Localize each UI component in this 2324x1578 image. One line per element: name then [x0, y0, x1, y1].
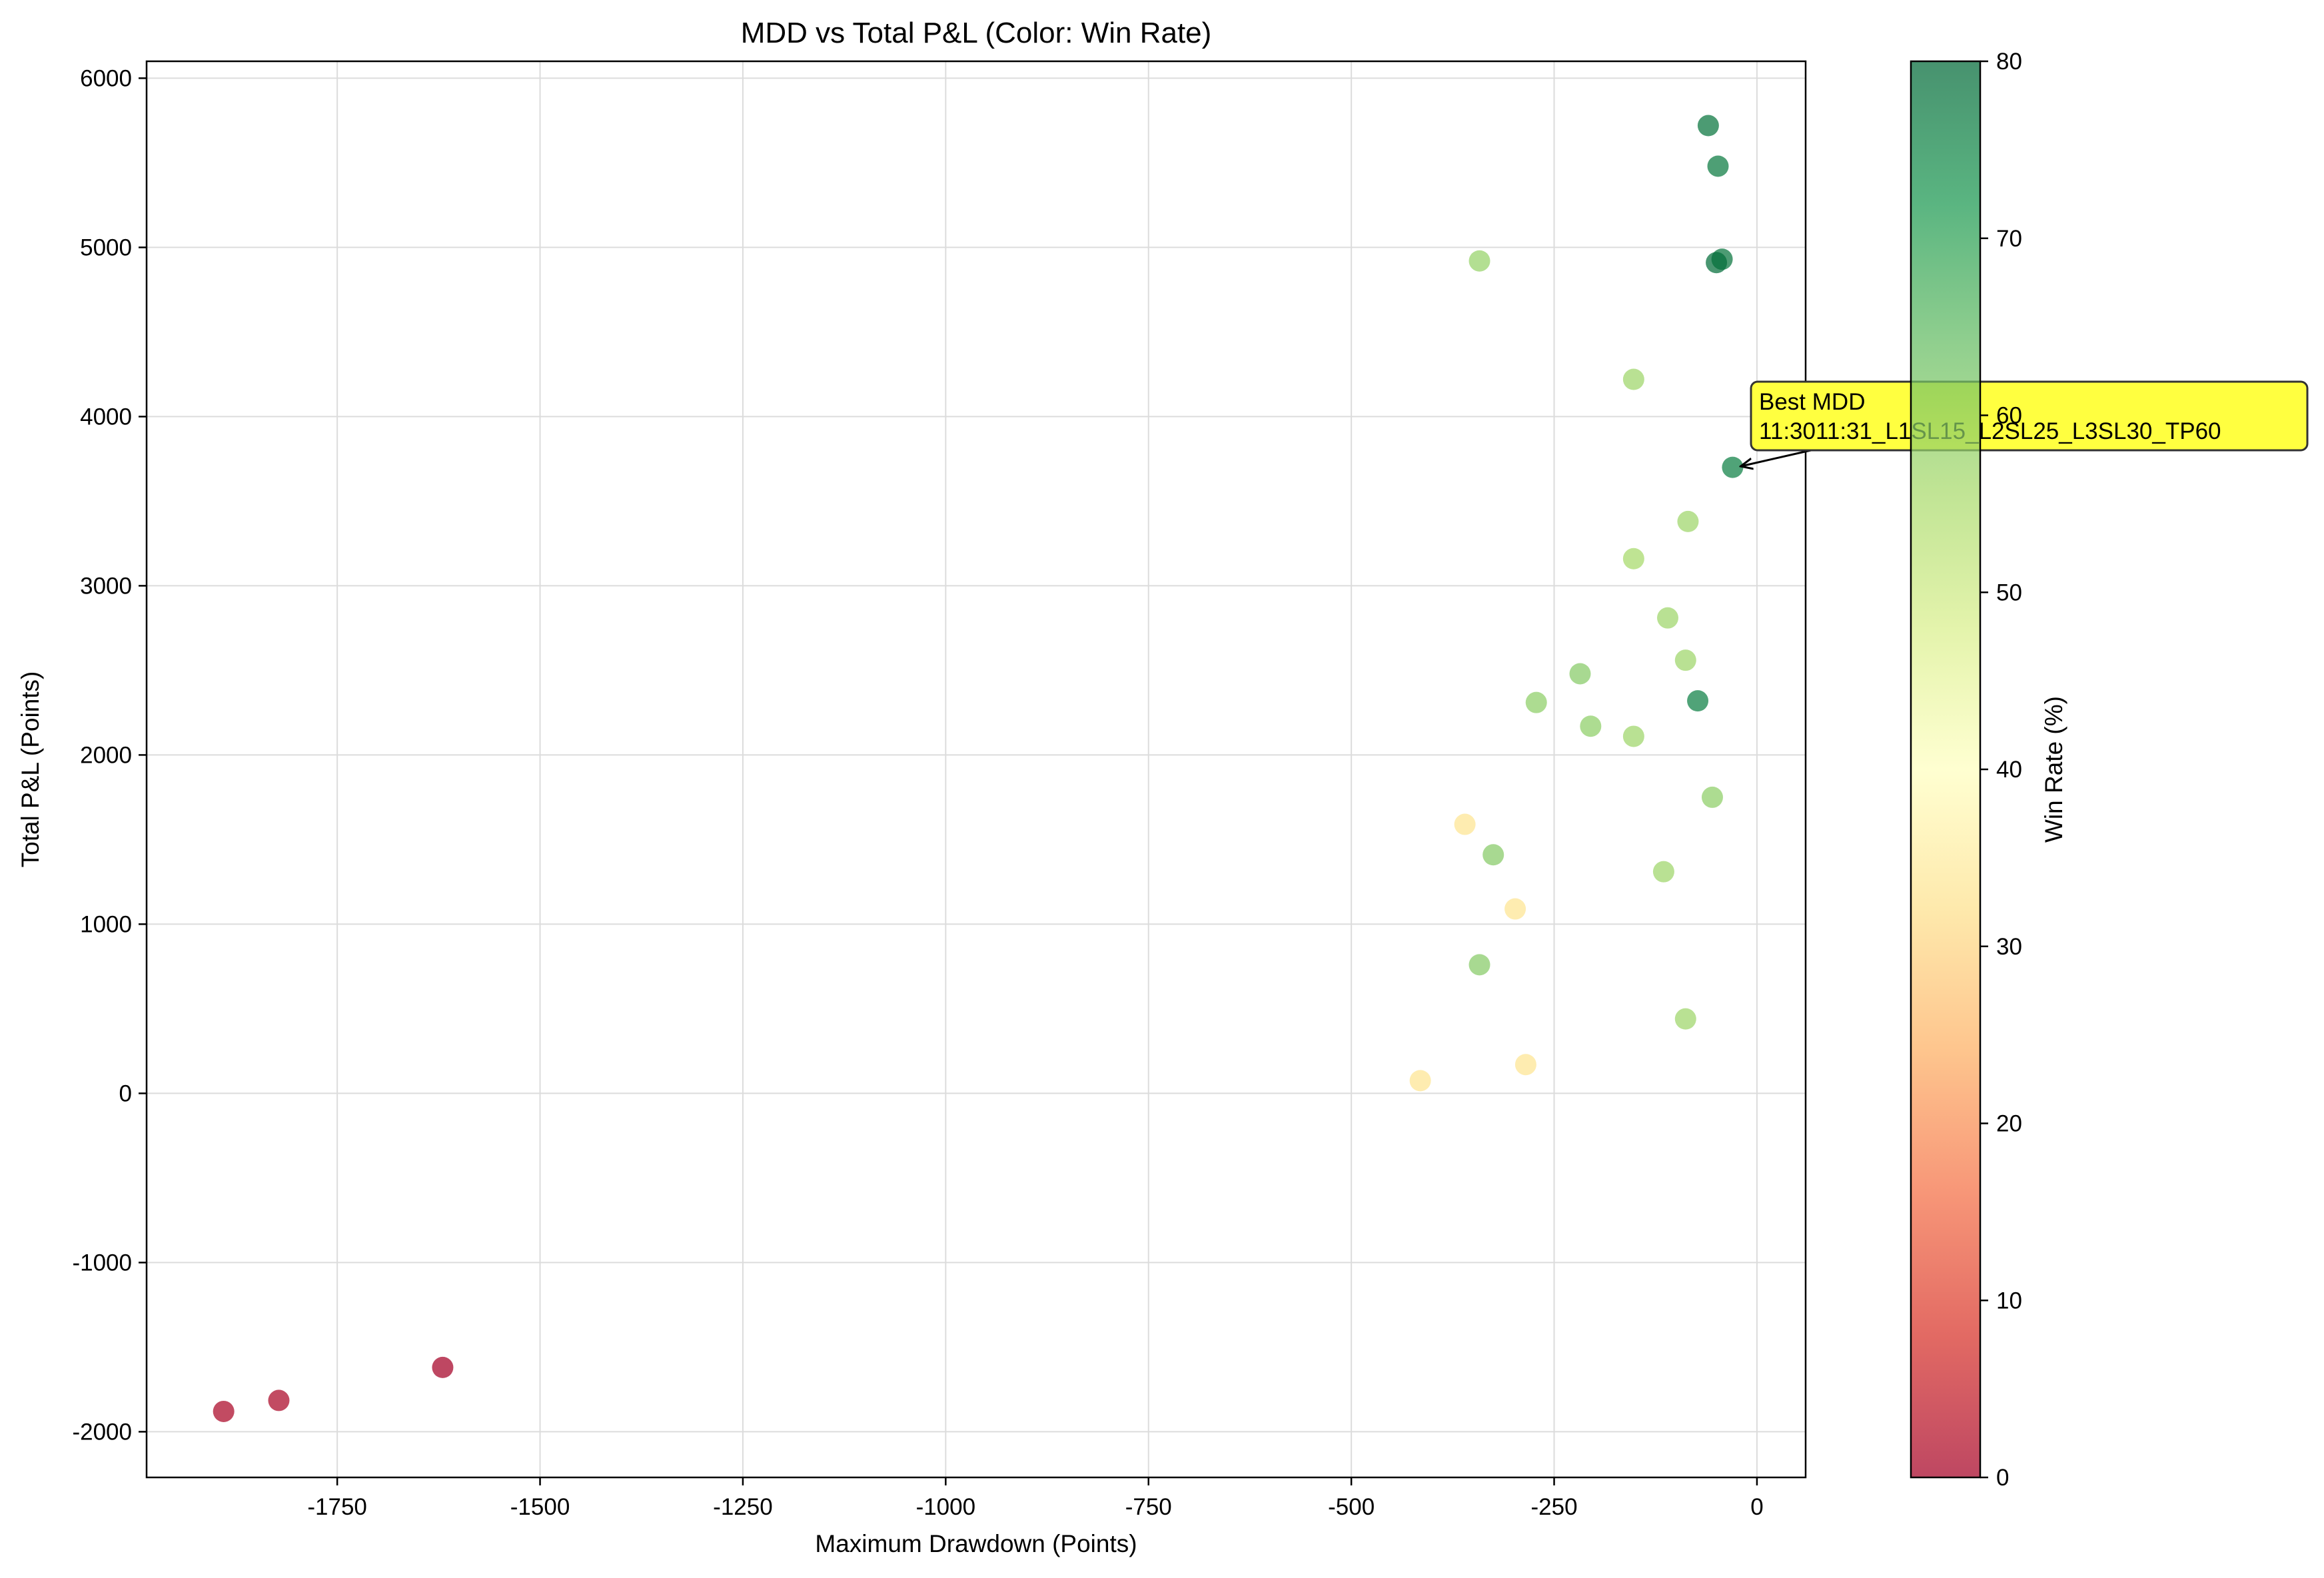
y-tick-label: 6000: [80, 65, 132, 91]
x-tick-label: -1250: [713, 1494, 773, 1520]
y-tick-label: -1000: [72, 1250, 132, 1276]
colorbar-tick-label: 20: [1996, 1111, 2022, 1137]
scatter-point: [1454, 813, 1476, 835]
y-tick-label: 0: [119, 1080, 132, 1106]
y-tick-label: 2000: [80, 742, 132, 768]
scatter-point: [1409, 1070, 1431, 1092]
y-tick-label: 5000: [80, 234, 132, 260]
scatter-point: [1622, 368, 1644, 390]
colorbar-tick-label: 50: [1996, 580, 2022, 605]
scatter-point: [1468, 954, 1490, 976]
y-tick-label: -2000: [72, 1419, 132, 1445]
annotation-line-2: 11:3011:31_L1SL15_L2SL25_L3SL30_TP60: [1759, 418, 2221, 444]
x-tick-label: -750: [1125, 1494, 1172, 1520]
colorbar: 0 10 20 30 40 50 60 70 80 Win Rate (%): [1910, 49, 2067, 1491]
gridlines: [147, 61, 1806, 1477]
scatter-point: [1622, 725, 1644, 747]
colorbar-tick-label: 40: [1996, 757, 2022, 783]
scatter-point: [1468, 250, 1490, 272]
scatter-point: [1514, 1054, 1536, 1076]
scatter-points: [213, 115, 1744, 1422]
scatter-point: [1674, 649, 1696, 671]
annotation-arrow: [1742, 449, 1812, 466]
scatter-point: [1652, 861, 1674, 883]
colorbar-ticks: 0 10 20 30 40 50 60 70 80: [1980, 49, 2022, 1491]
colorbar-tick-label: 80: [1996, 49, 2022, 75]
colorbar-tick-label: 10: [1996, 1288, 2022, 1314]
x-tick-label: -1750: [307, 1494, 367, 1520]
scatter-point: [1482, 844, 1504, 866]
annotation-line-1: Best MDD: [1759, 389, 1865, 415]
scatter-point: [1657, 607, 1679, 629]
x-tick-label: -1500: [510, 1494, 570, 1520]
scatter-point: [432, 1356, 454, 1378]
x-tick-label: -1000: [916, 1494, 976, 1520]
chart-title: MDD vs Total P&L (Color: Win Rate): [741, 17, 1212, 49]
colorbar-label: Win Rate (%): [2040, 696, 2067, 843]
scatter-point: [1504, 898, 1526, 920]
colorbar-tick-label: 70: [1996, 226, 2022, 252]
x-axis-ticks: -1750 -1500 -1250 -1000 -750 -500 -250 0: [307, 1477, 1764, 1520]
y-axis-label: Total P&L (Points): [17, 671, 44, 868]
scatter-point: [1677, 510, 1699, 532]
scatter-point: [1706, 252, 1728, 274]
best-mdd-annotation: Best MDD 11:3011:31_L1SL15_L2SL25_L3SL30…: [1742, 380, 2309, 466]
x-tick-label: -500: [1328, 1494, 1375, 1520]
y-tick-label: 3000: [80, 573, 132, 599]
scatter-point: [1674, 1008, 1696, 1030]
scatter-point: [1580, 715, 1602, 737]
scatter-point: [1697, 115, 1719, 137]
scatter-point: [1569, 663, 1591, 685]
scatter-point: [1722, 456, 1744, 478]
annotation-box: [1750, 380, 2309, 452]
scatter-point: [268, 1389, 290, 1411]
y-tick-label: 1000: [80, 911, 132, 937]
x-tick-label: 0: [1750, 1494, 1763, 1520]
scatter-point: [1525, 691, 1547, 713]
scatter-point: [213, 1400, 235, 1422]
colorbar-scale: [1911, 61, 1980, 1477]
scatter-point: [1622, 548, 1644, 570]
x-tick-label: -250: [1531, 1494, 1578, 1520]
y-tick-label: 4000: [80, 404, 132, 430]
plot-frame: [145, 60, 1807, 1479]
scatter-point: [1707, 155, 1729, 177]
colorbar-tick-label: 60: [1996, 403, 2022, 429]
scatter-point: [1701, 786, 1723, 808]
colorbar-tick-label: 30: [1996, 934, 2022, 960]
colorbar-tick-label: 0: [1996, 1465, 2009, 1491]
x-axis-label: Maximum Drawdown (Points): [815, 1530, 1137, 1557]
scatter-point: [1687, 690, 1709, 712]
y-axis-ticks: -2000 -1000 0 1000 2000 3000 4000 5000 6000: [72, 65, 147, 1445]
